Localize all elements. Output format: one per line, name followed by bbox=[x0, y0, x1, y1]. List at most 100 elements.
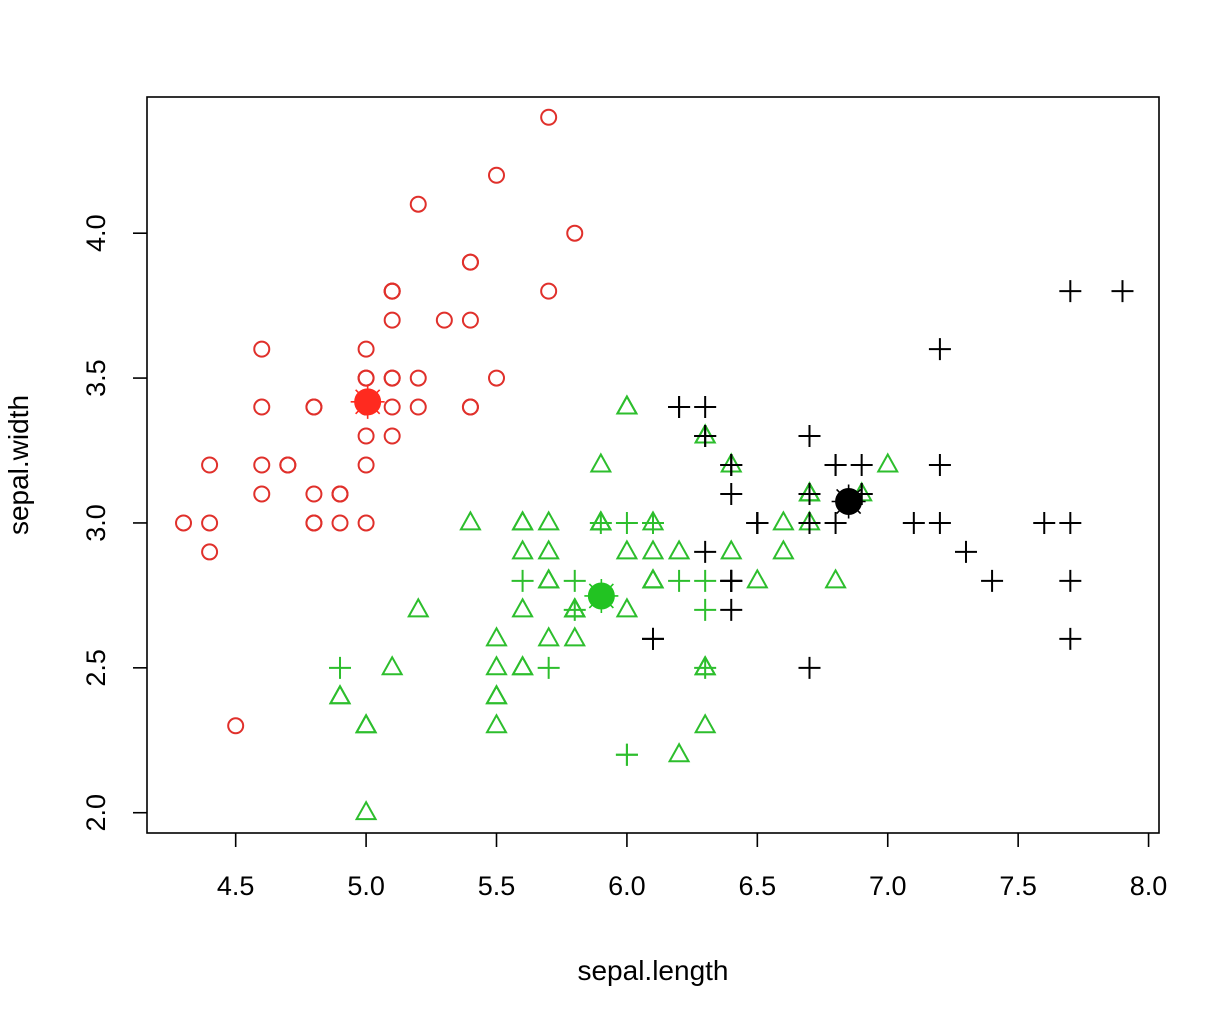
data-point-circle bbox=[488, 166, 506, 184]
data-point-plus bbox=[668, 396, 691, 419]
centroid-marker bbox=[831, 484, 866, 519]
data-point-triangle bbox=[354, 800, 378, 821]
data-point-triangle bbox=[537, 626, 560, 647]
data-point-triangle bbox=[537, 510, 560, 531]
data-point-plus bbox=[694, 540, 717, 563]
x-tick-label: 6.5 bbox=[739, 871, 777, 901]
data-point-triangle bbox=[459, 510, 482, 531]
data-point-triangle bbox=[667, 742, 691, 763]
data-points bbox=[175, 108, 1134, 821]
data-point-triangle bbox=[511, 510, 534, 531]
data-point-plus bbox=[511, 569, 534, 592]
data-point-circle bbox=[383, 282, 401, 300]
data-point-plus bbox=[1033, 511, 1056, 534]
data-point-circle bbox=[488, 369, 506, 387]
x-tick-label: 4.5 bbox=[217, 871, 255, 901]
data-point-triangle bbox=[537, 568, 560, 589]
x-axis: 4.5 5.0 5.5 6.0 6.5 7.0 7.5 8.0 bbox=[217, 833, 1167, 901]
data-point-circle bbox=[357, 514, 375, 532]
data-point-circle bbox=[357, 427, 375, 445]
data-point-circle bbox=[201, 514, 219, 532]
x-tick-label: 6.0 bbox=[608, 871, 646, 901]
data-point-circle bbox=[227, 717, 245, 735]
x-tick-label: 5.0 bbox=[347, 871, 385, 901]
data-point-triangle bbox=[641, 539, 665, 560]
data-point-plus bbox=[642, 511, 664, 534]
data-point-circle bbox=[201, 456, 219, 474]
data-point-circle bbox=[461, 253, 479, 271]
data-point-circle bbox=[253, 456, 271, 474]
data-point-circle bbox=[331, 514, 349, 532]
data-point-plus bbox=[694, 598, 717, 621]
data-point-plus bbox=[720, 598, 743, 621]
data-point-circle bbox=[305, 485, 323, 503]
data-point-plus bbox=[329, 656, 352, 679]
data-point-plus bbox=[981, 569, 1004, 592]
data-point-triangle bbox=[563, 626, 586, 647]
data-point-triangle bbox=[693, 713, 717, 734]
data-point-circle bbox=[383, 311, 401, 329]
data-point-plus bbox=[850, 454, 873, 476]
y-tick-label: 3.0 bbox=[81, 504, 111, 542]
data-point-circle bbox=[383, 369, 401, 387]
data-point-triangle bbox=[380, 655, 404, 676]
data-point-triangle bbox=[537, 539, 560, 560]
data-point-triangle bbox=[641, 568, 665, 589]
data-point-triangle bbox=[772, 539, 795, 560]
plot-frame bbox=[146, 96, 1160, 834]
data-point-triangle bbox=[485, 684, 508, 705]
data-point-circle bbox=[409, 195, 427, 213]
data-point-plus bbox=[824, 511, 847, 534]
x-tick-label: 7.0 bbox=[869, 871, 907, 901]
y-axis: 2.0 2.5 3.0 3.5 4.0 bbox=[81, 214, 147, 831]
data-point-triangle bbox=[615, 539, 639, 560]
centroids bbox=[350, 384, 866, 613]
data-point-triangle bbox=[511, 655, 534, 676]
data-point-triangle bbox=[511, 539, 534, 560]
data-point-triangle bbox=[407, 597, 430, 618]
data-point-triangle bbox=[746, 568, 769, 589]
data-point-triangle bbox=[667, 539, 691, 560]
data-point-circle bbox=[253, 398, 271, 416]
data-point-plus bbox=[615, 743, 638, 766]
centroid-marker bbox=[584, 578, 619, 613]
data-point-triangle bbox=[824, 568, 847, 589]
data-point-plus bbox=[798, 482, 821, 505]
data-point-triangle bbox=[720, 539, 743, 560]
data-point-plus bbox=[694, 396, 717, 419]
data-point-triangle bbox=[641, 568, 665, 589]
data-point-plus bbox=[798, 511, 821, 534]
data-point-plus bbox=[615, 511, 638, 534]
data-point-circle bbox=[566, 224, 584, 242]
data-point-circle bbox=[175, 514, 193, 532]
y-tick-label: 4.0 bbox=[81, 214, 111, 252]
data-point-circle bbox=[357, 369, 375, 387]
data-point-plus bbox=[720, 569, 743, 592]
x-tick-label: 7.5 bbox=[999, 871, 1037, 901]
data-point-plus bbox=[902, 511, 925, 534]
data-point-triangle bbox=[615, 394, 639, 415]
data-point-triangle bbox=[354, 713, 378, 734]
data-point-triangle bbox=[485, 684, 508, 705]
data-point-plus bbox=[1059, 280, 1082, 303]
data-point-plus bbox=[928, 511, 951, 534]
y-axis-label: sepal.width bbox=[3, 395, 34, 535]
data-point-plus bbox=[928, 338, 951, 361]
data-point-triangle bbox=[772, 510, 795, 531]
data-point-circle bbox=[540, 282, 558, 300]
data-point-circle bbox=[331, 485, 349, 503]
data-point-plus bbox=[720, 454, 743, 476]
data-point-triangle bbox=[511, 510, 534, 531]
data-point-triangle bbox=[615, 597, 639, 618]
data-point-circle bbox=[305, 398, 323, 416]
data-point-plus bbox=[746, 511, 769, 534]
data-point-plus bbox=[824, 454, 847, 476]
data-point-circle bbox=[461, 311, 479, 329]
data-point-plus bbox=[1059, 511, 1082, 534]
data-point-plus bbox=[668, 569, 691, 592]
data-point-triangle bbox=[328, 684, 352, 705]
x-tick-label: 8.0 bbox=[1130, 871, 1168, 901]
x-tick-label: 5.5 bbox=[478, 871, 516, 901]
data-point-circle bbox=[435, 311, 453, 329]
